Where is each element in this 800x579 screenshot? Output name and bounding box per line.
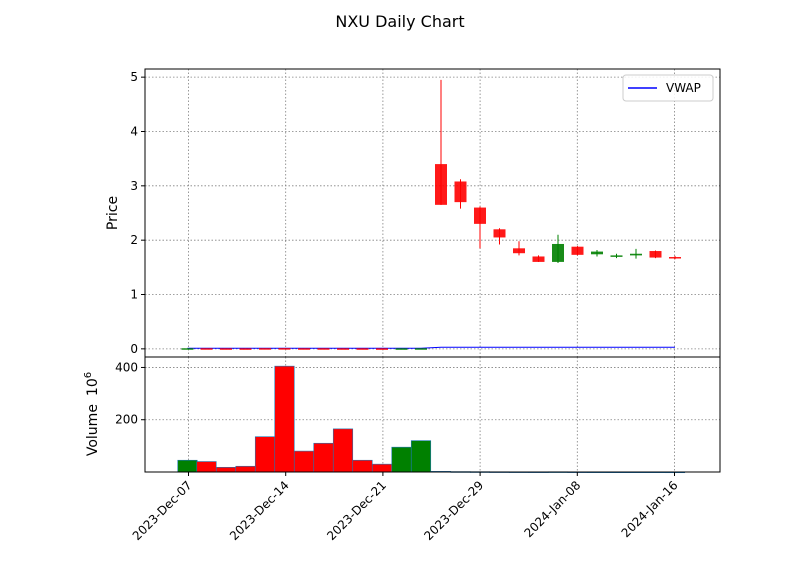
candle-body xyxy=(259,348,271,350)
candle-body xyxy=(493,229,506,238)
candle-body xyxy=(220,348,232,350)
candle-body xyxy=(435,164,447,205)
candle-body xyxy=(278,348,291,350)
volume-bar xyxy=(332,428,354,473)
candle-body xyxy=(669,257,681,259)
candle-body xyxy=(649,251,662,258)
x-tick-label: 2024-Jan-08 xyxy=(521,478,583,540)
vwap-line xyxy=(187,346,675,349)
volume-bar xyxy=(371,463,393,473)
price-panel-frame xyxy=(144,68,721,358)
candle-body xyxy=(395,348,408,350)
price-y-tick-label: 4 xyxy=(130,124,138,138)
x-tick-label: 2023-Dec-07 xyxy=(130,478,195,543)
price-y-tick-label: 3 xyxy=(130,179,138,193)
candle-body xyxy=(630,253,642,256)
candle-body xyxy=(239,348,252,350)
candle-body xyxy=(317,348,330,350)
chart-title: NXU Daily Chart xyxy=(335,12,464,31)
candle-body xyxy=(610,255,623,257)
x-tick-label: 2024-Jan-16 xyxy=(619,478,681,540)
volume-bar xyxy=(352,459,373,473)
volume-y-tick-label: 400 xyxy=(115,360,138,374)
candle-body xyxy=(337,348,349,350)
volume-bar xyxy=(254,436,276,473)
legend-box xyxy=(622,74,714,102)
candle-body xyxy=(532,256,545,262)
price-y-tick-label: 2 xyxy=(130,233,138,247)
x-tick-label: 2023-Dec-14 xyxy=(227,478,292,543)
candle-body xyxy=(298,348,310,350)
volume-bar xyxy=(274,365,295,473)
volume-y-ticks: 200 400 xyxy=(115,360,145,427)
candle-body xyxy=(591,251,603,255)
volume-bar xyxy=(177,459,198,473)
volume-y-tick-label: 200 xyxy=(115,413,138,427)
x-tick-label: 2023-Dec-21 xyxy=(324,478,389,543)
candle-body xyxy=(513,248,525,254)
volume-bar xyxy=(391,446,412,473)
volume-bar xyxy=(410,440,432,473)
candle-layer xyxy=(181,79,681,350)
legend-vwap-label: VWAP xyxy=(666,81,701,95)
price-y-tick-label: 5 xyxy=(130,70,138,84)
price-y-tick-label: 0 xyxy=(130,342,138,356)
price-y-tick-label: 1 xyxy=(130,288,138,302)
candle-body xyxy=(356,348,369,350)
volume-grid xyxy=(145,357,720,472)
candle-body xyxy=(474,207,486,224)
candle-body xyxy=(200,348,213,350)
volume-panel-frame xyxy=(144,356,721,473)
candle-body xyxy=(181,348,194,350)
candle-body xyxy=(571,246,584,255)
x-ticks: 2023-Dec-07 2023-Dec-14 2023-Dec-21 2023-De… xyxy=(130,472,681,543)
volume-y-label-text: Volume xyxy=(85,404,101,456)
volume-bar xyxy=(215,466,237,473)
candle-body xyxy=(552,243,564,262)
price-grid xyxy=(145,69,720,357)
price-y-ticks: 0 1 2 3 4 5 xyxy=(130,70,145,356)
price-y-label: Price xyxy=(105,196,121,230)
volume-bar xyxy=(313,442,334,473)
svg-text:Volume106: Volume106 xyxy=(83,372,101,456)
volume-bar xyxy=(196,461,217,473)
legend: VWAP xyxy=(622,74,714,102)
volume-y-label-exponent: 6 xyxy=(83,372,94,378)
candle-body xyxy=(415,348,427,350)
candle-body xyxy=(454,181,467,203)
candle-body xyxy=(376,348,388,350)
x-tick-label: 2023-Dec-29 xyxy=(421,478,486,543)
volume-y-label: Volume106 xyxy=(83,372,101,456)
volume-bar xyxy=(293,450,315,473)
volume-bar xyxy=(235,465,256,473)
vwap-layer xyxy=(187,346,675,349)
